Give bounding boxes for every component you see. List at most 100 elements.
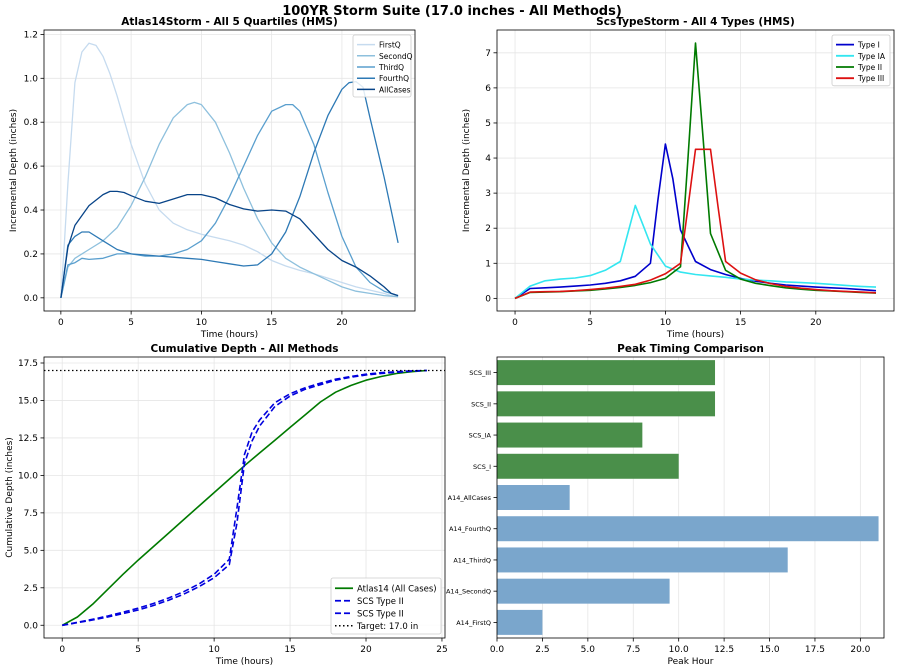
legend-label: Target: 17.0 in	[356, 622, 418, 632]
x-tick-label: 20	[360, 645, 372, 655]
y-axis-label: Incremental Depth (inches)	[9, 109, 19, 232]
x-tick-label: 20.0	[850, 645, 870, 655]
y-tick-label: 0	[485, 294, 491, 304]
plot-area	[497, 360, 879, 635]
legend-label: SecondQ	[379, 52, 413, 61]
y-tick-label: 10.0	[18, 471, 38, 481]
x-tick-label: 5	[135, 645, 141, 655]
y-axis-ticks: 0.0 0.2 0.4 0.6 0.8 1.0 1.2	[24, 30, 44, 304]
category-label: SCS_II	[471, 400, 491, 408]
bar-SCS_I	[497, 453, 679, 479]
x-tick-label: 10.0	[669, 645, 689, 655]
chart-title: Atlas14Storm - All 5 Quartiles (HMS)	[121, 16, 338, 28]
series-line-3	[514, 148, 877, 300]
series-line-1	[62, 369, 427, 627]
legend-label: AllCases	[379, 85, 411, 94]
x-axis-ticks: 0 5 10 15 20	[512, 311, 822, 328]
y-tick-label: 0.0	[24, 294, 39, 304]
x-tick-label: 10	[660, 318, 672, 328]
plot-area	[44, 369, 445, 627]
y-tick-label: 5	[485, 119, 491, 129]
chart-title: ScsTypeStorm - All 4 Types (HMS)	[596, 16, 795, 28]
x-tick-label: 15.0	[760, 645, 780, 655]
y-axis-ticks: 0 1 2 3 4 5 6 7	[485, 49, 497, 304]
x-axis-label: Time (hours)	[200, 330, 258, 340]
legend-box	[352, 34, 412, 98]
chart-peak: 0.0 2.5 5.0 7.5 10.0 12.5 15.0 17.5 20.0 A14_Firs…	[446, 343, 885, 667]
x-tick-label: 2.5	[535, 645, 549, 655]
x-tick-label: 20	[810, 318, 822, 328]
legend-label: FirstQ	[379, 41, 401, 50]
bar-A14_FourthQ	[497, 516, 879, 542]
y-tick-label: 0.2	[24, 250, 38, 260]
y-tick-label: 2.5	[24, 584, 38, 594]
legend-label: ThirdQ	[378, 63, 404, 72]
y-tick-label: 17.5	[18, 359, 38, 369]
x-tick-label: 17.5	[805, 645, 825, 655]
y-tick-label: 6	[485, 84, 491, 94]
x-tick-label: 5	[128, 318, 134, 328]
bar-A14_FirstQ	[497, 609, 543, 635]
legend-label: SCS Type II	[357, 597, 404, 607]
y-tick-label: 0.8	[24, 118, 39, 128]
bar-A14_AllCases	[497, 485, 570, 510]
x-axis-label: Time (hours)	[666, 330, 724, 340]
plot-area	[60, 42, 399, 298]
series-line-4	[60, 190, 399, 298]
legend-label: Type IA	[857, 52, 886, 61]
y-axis-ticks: A14_FirstQ A14_SecondQ A14_ThirdQ A14_Fourt…	[446, 369, 497, 627]
series-line-0	[514, 143, 877, 300]
x-tick-label: 0	[58, 318, 64, 328]
y-tick-label: 5.0	[24, 546, 39, 556]
bar-SCS_II	[497, 391, 716, 417]
plot-area	[514, 42, 877, 300]
x-tick-label: 7.5	[626, 645, 640, 655]
y-tick-label: 1.0	[24, 74, 39, 84]
legend-label: FourthQ	[379, 74, 409, 83]
legend-label: Type I	[857, 41, 880, 50]
series-line-1	[514, 204, 877, 300]
x-axis-ticks: 0 5 10 15 20 25	[59, 638, 448, 655]
figure-suptitle: 100YR Storm Suite (17.0 inches - All Met…	[282, 4, 622, 19]
x-tick-label: 5.0	[581, 645, 596, 655]
axes-frame	[43, 356, 446, 639]
legend-label: Type II	[857, 63, 882, 72]
legend: Atlas14 (All Cases) SCS Type II SCS Type I…	[330, 577, 442, 635]
x-tick-label: 5	[587, 318, 593, 328]
x-axis-ticks: 0 5 10 15 20	[58, 311, 348, 328]
y-axis-label: Cumulative Depth (inches)	[5, 437, 15, 558]
y-axis-label: Incremental Depth (inches)	[462, 109, 472, 232]
x-tick-label: 15	[266, 318, 277, 328]
bar-SCS_III	[497, 360, 716, 386]
x-tick-label: 10	[208, 645, 220, 655]
chart-title: Cumulative Depth - All Methods	[150, 343, 338, 355]
series-line-3	[60, 80, 399, 298]
y-tick-label: 0.6	[24, 162, 39, 172]
x-tick-label: 0	[512, 318, 518, 328]
category-label: SCS_I	[473, 463, 491, 471]
x-tick-label: 25	[436, 645, 447, 655]
chart-cumulative: 0 5 10 15 20 25 0.0 2.5 5.0 7.5 10.0 12.5 15.0 17.5 Cu…	[5, 343, 448, 667]
series-line-2	[62, 369, 427, 627]
y-tick-label: 15.0	[18, 396, 38, 406]
y-tick-label: 2	[485, 224, 491, 234]
category-label: A14_ThirdQ	[453, 556, 491, 564]
legend-label: SCS Type II	[357, 609, 404, 619]
bar-A14_ThirdQ	[497, 547, 788, 573]
legend-box	[330, 577, 442, 635]
y-tick-label: 1	[485, 259, 491, 269]
chart-title: Peak Timing Comparison	[617, 343, 764, 355]
series-line-2	[60, 103, 399, 298]
y-tick-label: 12.5	[18, 434, 38, 444]
category-label: A14_FirstQ	[456, 619, 491, 627]
legend-box	[831, 34, 891, 87]
legend-label: Atlas14 (All Cases)	[357, 584, 437, 594]
series-line-1	[60, 101, 399, 298]
x-axis-ticks: 0.0 2.5 5.0 7.5 10.0 12.5 15.0 17.5 20.0	[490, 638, 871, 655]
x-tick-label: 10	[196, 318, 208, 328]
x-axis-label: Peak Hour	[668, 657, 714, 667]
x-axis-label: Time (hours)	[215, 657, 273, 667]
y-tick-label: 7	[485, 49, 491, 59]
